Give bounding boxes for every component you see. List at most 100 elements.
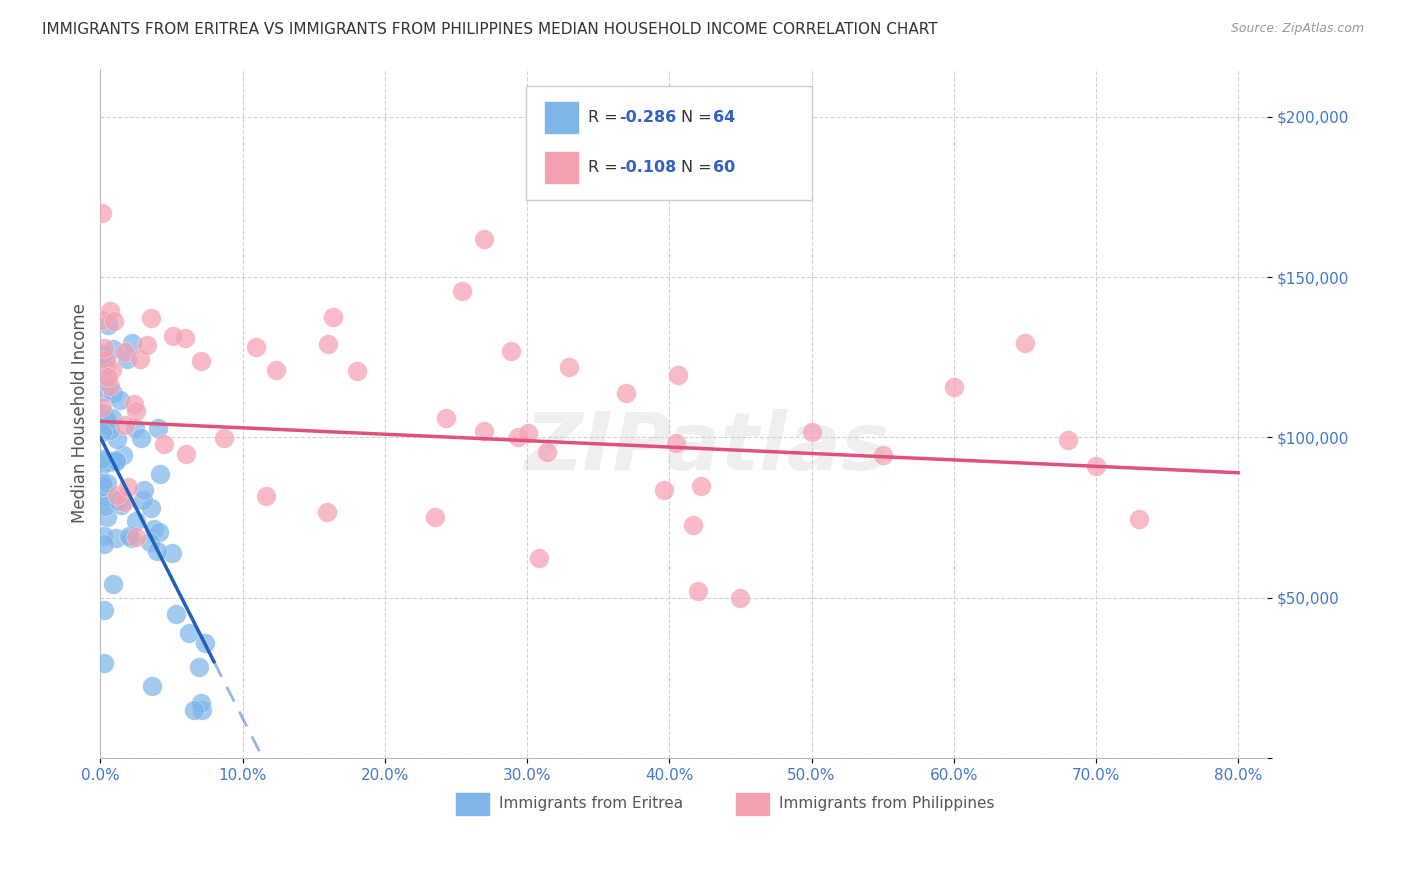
Point xyxy=(131,430,153,444)
Point xyxy=(315,505,337,519)
Text: Immigrants from Eritrea: Immigrants from Eritrea xyxy=(499,797,683,811)
Point xyxy=(94,353,117,368)
Point xyxy=(121,336,143,351)
Point xyxy=(108,392,131,407)
Text: 64: 64 xyxy=(713,110,735,125)
Point xyxy=(1128,511,1150,525)
Point xyxy=(91,385,114,400)
Point xyxy=(91,479,114,493)
Point xyxy=(125,530,148,544)
Point xyxy=(187,660,209,674)
Point xyxy=(93,454,115,468)
Point xyxy=(179,625,201,640)
Point xyxy=(114,344,136,359)
Text: -0.286: -0.286 xyxy=(620,110,676,125)
Point xyxy=(264,363,287,377)
Point xyxy=(105,487,128,501)
Point xyxy=(103,314,125,328)
Point xyxy=(105,532,128,546)
Point xyxy=(120,531,142,545)
Point xyxy=(174,447,197,461)
Text: ZIPatlas: ZIPatlas xyxy=(524,409,890,487)
Point xyxy=(148,525,170,540)
Point xyxy=(322,310,344,324)
Point xyxy=(212,431,235,445)
Point xyxy=(474,424,496,438)
Point xyxy=(90,406,112,420)
Point xyxy=(174,331,197,345)
Point xyxy=(91,489,114,503)
FancyBboxPatch shape xyxy=(526,86,811,200)
Point xyxy=(101,410,124,425)
Point xyxy=(527,551,550,566)
Bar xyxy=(456,793,489,814)
FancyBboxPatch shape xyxy=(544,151,578,184)
Bar xyxy=(735,793,769,814)
Point xyxy=(194,636,217,650)
Point xyxy=(165,607,187,622)
Point xyxy=(346,364,368,378)
Point xyxy=(90,347,112,361)
Point xyxy=(139,500,162,515)
Point xyxy=(451,284,474,298)
Text: -0.108: -0.108 xyxy=(620,160,676,175)
Text: Source: ZipAtlas.com: Source: ZipAtlas.com xyxy=(1230,22,1364,36)
Point xyxy=(652,483,675,497)
Point xyxy=(190,354,212,368)
Point xyxy=(499,343,522,358)
Point xyxy=(97,369,120,384)
Text: N =: N = xyxy=(681,110,717,125)
Point xyxy=(90,425,112,439)
Point xyxy=(316,337,339,351)
Point xyxy=(101,343,124,357)
Point xyxy=(97,417,120,432)
Point xyxy=(93,529,115,543)
Text: R =: R = xyxy=(588,160,623,175)
Point xyxy=(91,400,114,414)
Point xyxy=(614,385,637,400)
Point xyxy=(91,492,114,507)
Point xyxy=(665,436,688,450)
Point xyxy=(872,448,894,462)
Point xyxy=(134,483,156,497)
Point xyxy=(146,420,169,434)
Point xyxy=(105,454,128,468)
Point xyxy=(96,510,118,524)
Point xyxy=(94,499,117,513)
Point xyxy=(942,380,965,394)
Y-axis label: Median Household Income: Median Household Income xyxy=(72,303,89,524)
Point xyxy=(90,206,112,220)
Point xyxy=(190,696,212,710)
Point xyxy=(93,602,115,616)
Point xyxy=(93,341,115,355)
Point xyxy=(96,412,118,426)
Point xyxy=(800,425,823,439)
Point xyxy=(108,494,131,508)
Point xyxy=(149,467,172,481)
Point xyxy=(1085,458,1108,473)
Point xyxy=(98,304,121,318)
Point xyxy=(730,591,752,605)
Point xyxy=(254,489,277,503)
Point xyxy=(93,657,115,671)
Point xyxy=(114,418,136,433)
Point xyxy=(666,368,689,382)
Point xyxy=(97,318,120,332)
Point xyxy=(115,351,138,366)
Point xyxy=(153,437,176,451)
Point xyxy=(96,359,118,373)
Point xyxy=(686,584,709,599)
Point xyxy=(117,529,139,543)
Point xyxy=(558,359,581,374)
Text: R =: R = xyxy=(588,110,623,125)
Point xyxy=(91,475,114,490)
Point xyxy=(101,363,124,377)
Point xyxy=(135,338,157,352)
Text: 60: 60 xyxy=(713,160,735,175)
Point xyxy=(160,546,183,560)
Point xyxy=(122,397,145,411)
Point xyxy=(183,703,205,717)
Point xyxy=(508,430,530,444)
Point xyxy=(143,522,166,536)
Point xyxy=(162,329,184,343)
